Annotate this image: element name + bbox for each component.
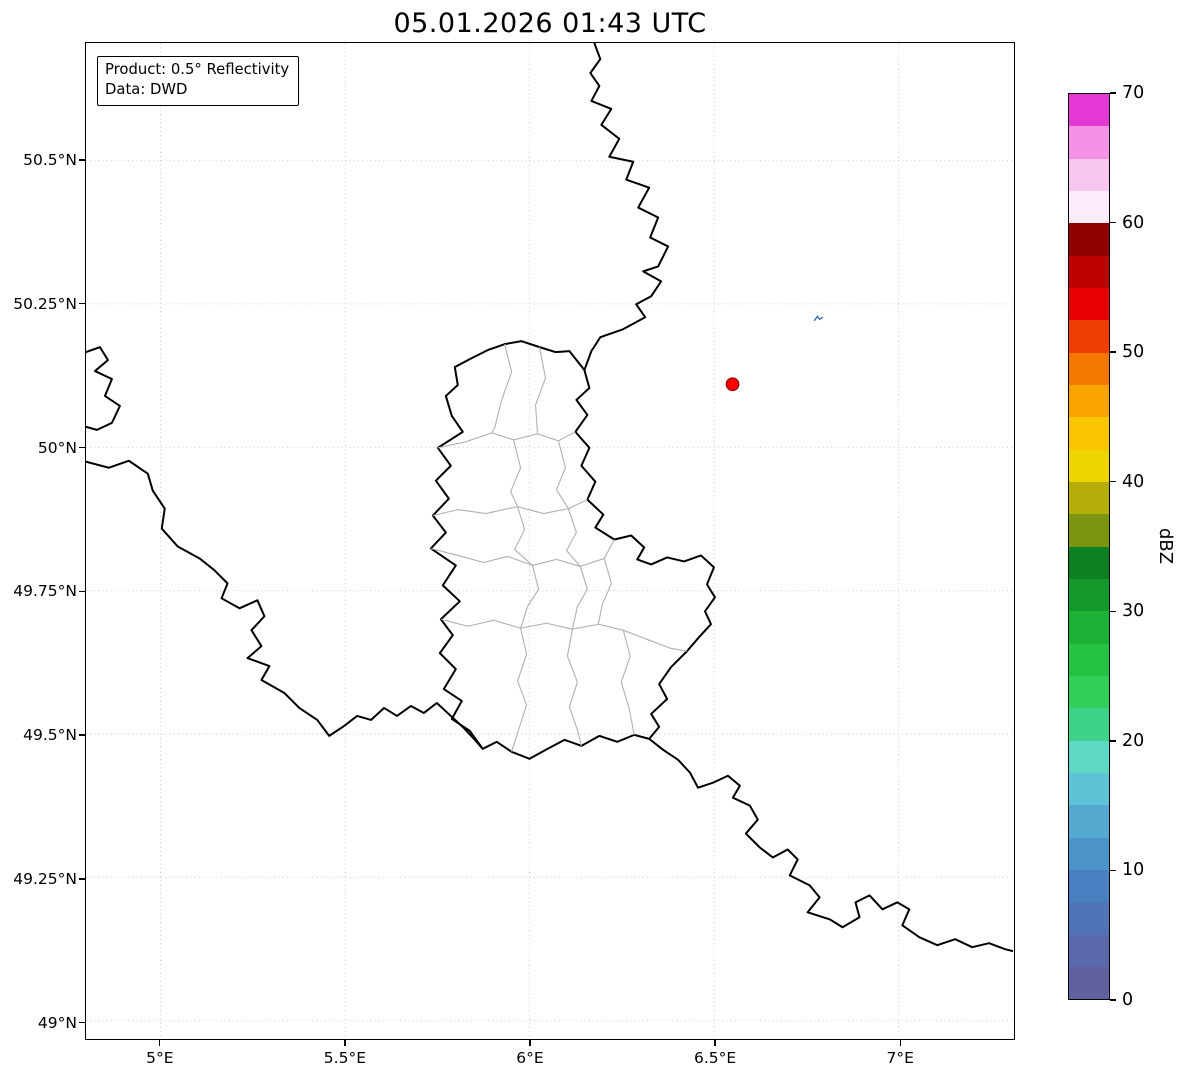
colorbar-tick-label: 10	[1122, 860, 1145, 881]
y-tick-mark	[79, 590, 85, 593]
colorbar-segment	[1069, 384, 1109, 418]
colorbar-segment	[1069, 934, 1109, 967]
y-tick-label: 50.5°N	[23, 150, 77, 169]
colorbar-segment	[1069, 287, 1109, 321]
colorbar-segment	[1069, 902, 1109, 935]
colorbar-segment	[1069, 869, 1109, 903]
colorbar-tick-mark	[1110, 869, 1116, 872]
colorbar-tick-label: 50	[1122, 342, 1145, 363]
colorbar-segment	[1069, 708, 1109, 741]
colorbar-segment	[1069, 966, 1109, 1000]
y-tick-mark	[79, 303, 85, 305]
country-borders	[86, 43, 1013, 953]
colorbar-tick-label: 0	[1122, 990, 1134, 1010]
colorbar-tick-label: 70	[1122, 83, 1145, 103]
x-tick-label: 6°E	[516, 1049, 544, 1067]
x-tick-label: 5.5°E	[323, 1049, 366, 1067]
colorbar-segment	[1069, 772, 1109, 806]
colorbar-segment	[1069, 578, 1109, 612]
x-tick-label: 5°E	[146, 1049, 174, 1067]
colorbar-axis-label: dBZ	[1155, 527, 1176, 565]
colorbar-segment	[1069, 352, 1109, 385]
map-plot-area: Product: 0.5° Reflectivity Data: DWD	[85, 42, 1015, 1040]
y-tick-label: 49.75°N	[13, 582, 77, 601]
colorbar-segment	[1069, 643, 1109, 676]
canton-borders	[430, 344, 688, 752]
gridlines	[86, 43, 1013, 1038]
colorbar-segment	[1069, 255, 1109, 288]
x-tick-label: 6.5°E	[694, 1049, 737, 1067]
y-tick-label: 49.25°N	[13, 869, 77, 888]
colorbar-tick-mark	[1110, 221, 1116, 224]
colorbar-segment	[1069, 611, 1109, 644]
y-tick-label: 50°N	[37, 438, 77, 457]
x-tick-label: 7°E	[886, 1049, 914, 1067]
y-tick-label: 50.25°N	[13, 294, 77, 313]
plot-title: 05.01.2026 01:43 UTC	[393, 8, 707, 39]
x-tick-mark	[529, 1040, 531, 1046]
colorbar-segment	[1069, 546, 1109, 579]
y-tick-mark	[79, 878, 85, 880]
colorbar-tick-label: 20	[1122, 730, 1145, 751]
colorbar-tick-mark	[1110, 999, 1116, 1001]
y-tick-mark	[79, 446, 85, 449]
colorbar-segment	[1069, 417, 1109, 450]
y-tick-mark	[79, 159, 85, 161]
border-france-germany	[648, 737, 1013, 953]
colorbar-tick-mark	[1110, 481, 1116, 483]
colorbar-segment	[1069, 126, 1109, 159]
border-france-belgium-west	[86, 459, 484, 750]
y-tick-mark	[79, 734, 85, 736]
map-canvas	[86, 43, 1013, 1038]
product-info-line: Product: 0.5° Reflectivity	[105, 61, 290, 78]
colorbar-segment	[1069, 740, 1109, 773]
y-tick-label: 49.5°N	[23, 726, 77, 745]
x-tick-mark	[344, 1040, 346, 1046]
colorbar-segment	[1069, 223, 1109, 256]
colorbar-segment	[1069, 805, 1109, 838]
colorbar-segment	[1069, 449, 1109, 482]
border-luxembourg-outline	[429, 340, 716, 760]
x-tick-mark	[159, 1040, 161, 1046]
colorbar-tick-mark	[1110, 740, 1116, 742]
colorbar-segment	[1069, 837, 1109, 870]
colorbar-segment	[1069, 514, 1109, 547]
colorbar-tick-mark	[1110, 92, 1116, 94]
x-tick-mark	[714, 1040, 716, 1046]
colorbar-segment	[1069, 94, 1109, 127]
colorbar-tick-label: 40	[1122, 471, 1145, 492]
colorbar-segment	[1069, 158, 1109, 191]
colorbar-segment	[1069, 190, 1109, 224]
colorbar-tick-mark	[1110, 610, 1116, 612]
colorbar-tick-label: 30	[1122, 601, 1145, 622]
radar-echo-pixel	[813, 315, 824, 322]
data-source-line: Data: DWD	[105, 80, 188, 98]
colorbar-tick-mark	[1110, 351, 1116, 353]
x-tick-mark	[899, 1040, 901, 1046]
y-tick-label: 49°N	[37, 1013, 77, 1032]
colorbar-segment	[1069, 481, 1109, 515]
colorbar	[1068, 93, 1110, 1000]
colorbar-segment	[1069, 675, 1109, 709]
colorbar-segment	[1069, 320, 1109, 353]
border-left-edge-meander	[86, 346, 121, 431]
y-tick-mark	[79, 1022, 85, 1024]
colorbar-tick-label: 60	[1122, 212, 1145, 233]
product-info-box: Product: 0.5° Reflectivity Data: DWD	[97, 56, 300, 106]
border-belgium-germany	[583, 43, 670, 372]
radar-site-marker	[725, 377, 740, 392]
